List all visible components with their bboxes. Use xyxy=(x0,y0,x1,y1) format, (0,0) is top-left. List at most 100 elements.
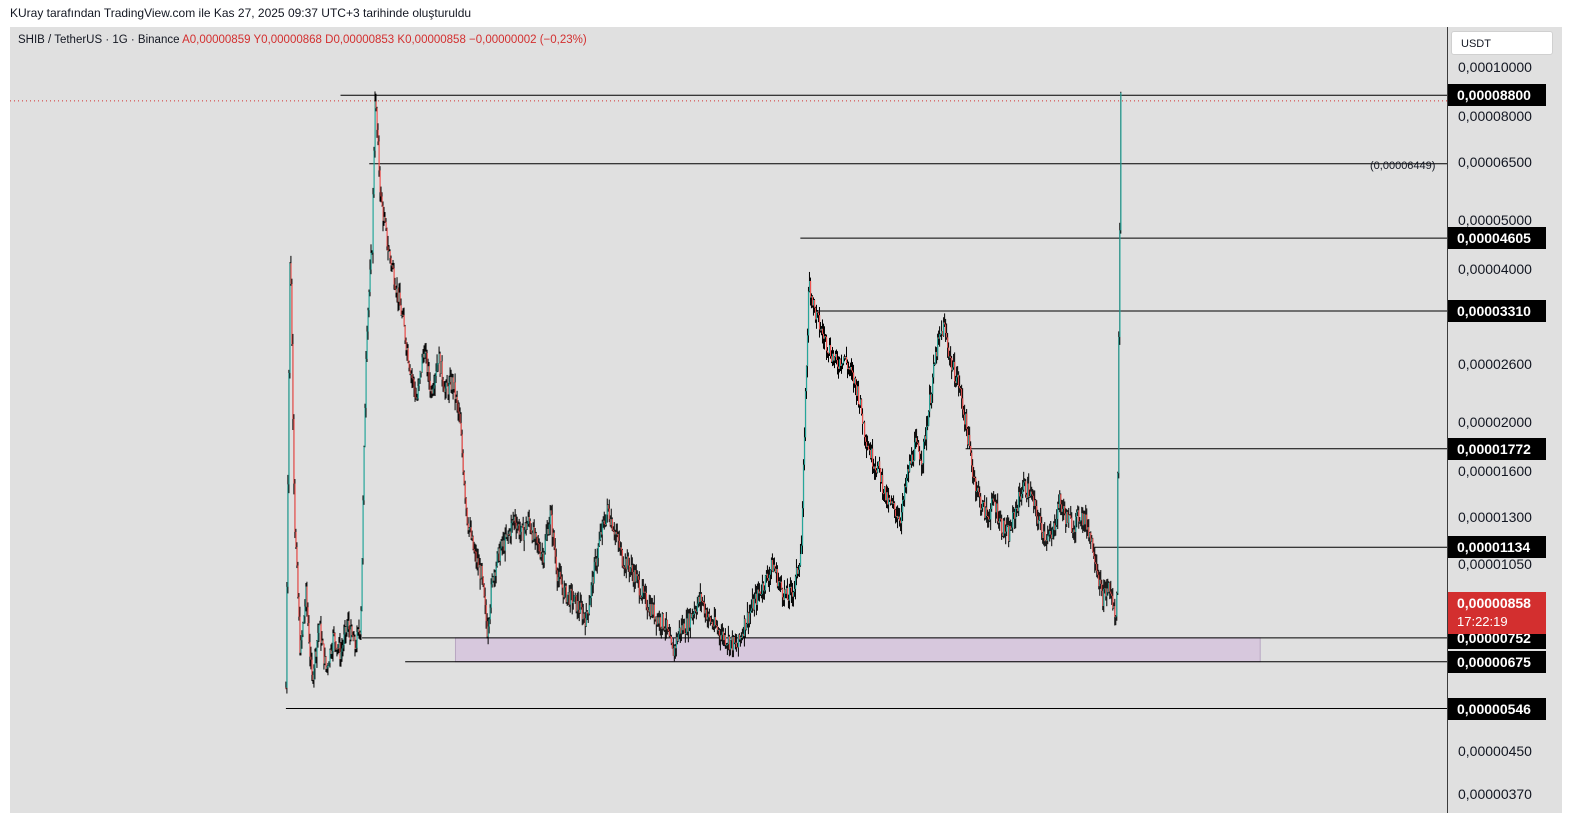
candle-body xyxy=(786,588,789,600)
candle-body xyxy=(893,502,895,504)
candle-body xyxy=(739,637,742,640)
candle-body xyxy=(954,361,956,382)
candle-body xyxy=(302,623,304,635)
candle-body xyxy=(631,565,633,573)
candle-body xyxy=(591,576,593,586)
candle-body xyxy=(1035,500,1037,507)
candle-body xyxy=(463,472,465,484)
candle-body xyxy=(861,399,863,414)
candle-body xyxy=(364,407,366,447)
candle-body xyxy=(701,601,704,603)
candle-body xyxy=(328,663,330,667)
candle-body xyxy=(822,333,825,339)
candle-body xyxy=(486,621,488,637)
candle-body xyxy=(772,564,775,572)
candle-body xyxy=(941,331,943,335)
candle-body xyxy=(572,601,574,604)
candle-body xyxy=(769,570,772,575)
candle-body xyxy=(993,498,995,502)
price-axis[interactable] xyxy=(1447,27,1562,813)
candle-body xyxy=(601,521,603,535)
candle-body xyxy=(597,545,599,558)
candle-body xyxy=(449,377,451,382)
symbol-label[interactable]: SHIB / TetherUS · 1G · Binance xyxy=(18,34,180,46)
candle-body xyxy=(1047,535,1049,541)
candle-body xyxy=(1087,527,1089,530)
candle-body xyxy=(1099,579,1101,587)
candle-body xyxy=(1018,492,1020,512)
candle-body xyxy=(743,619,746,637)
candle-body xyxy=(419,371,421,380)
candle-body xyxy=(653,604,655,620)
candle-body xyxy=(710,621,713,623)
candle-body xyxy=(778,581,781,583)
candle-body xyxy=(1009,525,1011,542)
candle-body xyxy=(363,446,365,501)
candle-body xyxy=(887,492,889,505)
candle-body xyxy=(784,589,787,594)
candle-body xyxy=(1044,531,1046,542)
candle-body xyxy=(776,568,779,587)
candle-body xyxy=(343,634,345,646)
chart-pane[interactable] xyxy=(10,27,1447,813)
candle-body xyxy=(930,394,932,404)
candle-body xyxy=(825,336,828,351)
candle-body xyxy=(1102,590,1104,607)
candle-body xyxy=(945,324,947,334)
current-price: 0,00000858 xyxy=(1457,595,1531,611)
candle-body xyxy=(997,503,999,522)
candle-body xyxy=(1010,525,1012,530)
candle-body xyxy=(669,636,672,638)
candle-body xyxy=(494,572,496,576)
candle-body xyxy=(973,476,975,478)
candle-body xyxy=(892,501,894,504)
candle-body xyxy=(1050,531,1052,535)
candle-body xyxy=(1019,492,1021,497)
candle-body xyxy=(888,497,890,505)
candle-body xyxy=(538,544,540,552)
candle-body xyxy=(805,366,808,392)
candle-body xyxy=(673,646,676,656)
candle-body xyxy=(1062,508,1064,512)
candle-body xyxy=(936,351,938,357)
candle-body xyxy=(833,357,836,361)
candle-body xyxy=(1096,564,1098,571)
candle-body xyxy=(819,329,822,331)
candle-body xyxy=(1079,521,1081,523)
candle-body xyxy=(503,540,505,551)
candle-body xyxy=(495,566,497,576)
candle-body xyxy=(581,607,583,620)
candle-body xyxy=(838,359,841,369)
candle-body xyxy=(459,413,461,423)
candle-body xyxy=(733,636,736,643)
candle-body xyxy=(1014,511,1016,519)
candle-body xyxy=(750,608,753,611)
candle-body xyxy=(401,314,403,316)
candle-body xyxy=(788,587,791,601)
candle-body xyxy=(1041,522,1043,533)
candle-body xyxy=(1095,562,1097,565)
candle-body xyxy=(457,403,459,412)
candle-body xyxy=(440,361,442,374)
candle-body xyxy=(460,422,462,435)
candle-body xyxy=(379,170,381,193)
candle-body xyxy=(688,613,691,628)
candle-body xyxy=(635,574,637,582)
candle-body xyxy=(492,577,494,581)
candle-body xyxy=(579,602,581,613)
candle-body xyxy=(525,523,527,530)
candle-body xyxy=(467,523,469,531)
ohlc-low: D0,00000853 xyxy=(325,34,395,46)
candle-body xyxy=(829,345,832,357)
currency-selector[interactable]: USDT xyxy=(1451,31,1553,55)
candle-body xyxy=(537,542,539,545)
candle-body xyxy=(1092,538,1094,552)
candle-body xyxy=(868,445,870,450)
candle-body xyxy=(781,588,784,598)
candle-body xyxy=(1049,531,1051,535)
candle-body xyxy=(692,613,695,615)
candle-body xyxy=(661,613,664,629)
candle-body xyxy=(623,567,625,569)
candle-body xyxy=(740,637,743,639)
candle-body xyxy=(664,628,667,630)
